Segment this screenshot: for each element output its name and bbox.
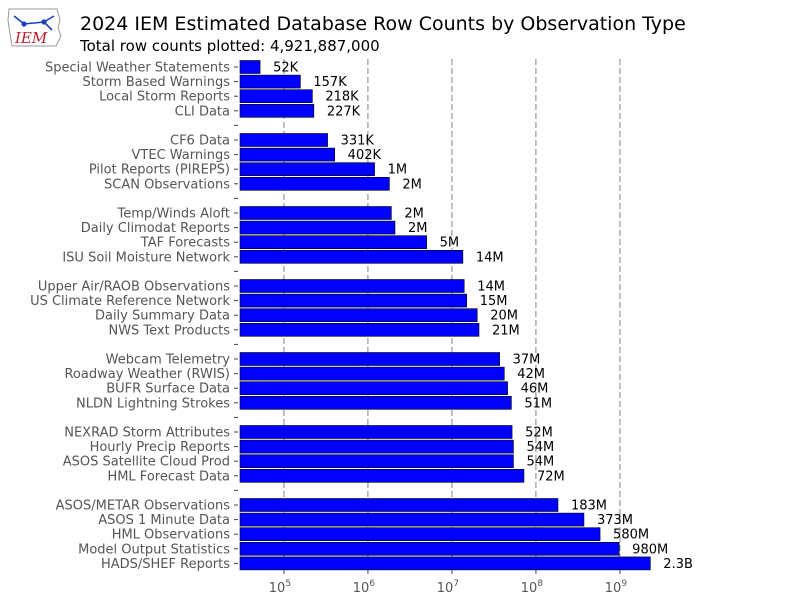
value-label: 157K (313, 75, 347, 90)
category-label: NLDN Lightning Strokes (76, 396, 230, 411)
logo-text: IEM (14, 29, 48, 47)
bar (239, 468, 525, 483)
category-label: Model Output Statistics (78, 542, 230, 557)
category-label: Pilot Reports (PIREPS) (89, 163, 230, 178)
category-label: CF6 Data (170, 134, 230, 149)
value-label: 373M (597, 513, 633, 528)
value-label: 2.3B (663, 557, 693, 572)
bar (239, 366, 505, 381)
bar (239, 162, 375, 176)
category-label: HADS/SHEF Reports (101, 557, 230, 572)
category-label: CLI Data (175, 104, 230, 119)
category-label: HML Observations (112, 528, 231, 543)
category-label: BUFR Surface Data (106, 382, 230, 397)
category-label: ASOS Satellite Cloud Prod (63, 455, 230, 470)
value-label: 5M (440, 236, 460, 251)
value-label: 2M (402, 177, 422, 192)
bar (239, 527, 601, 542)
value-label: 54M (526, 440, 554, 455)
bar (239, 454, 514, 469)
value-label: 54M (526, 455, 554, 470)
bar (239, 104, 315, 118)
iem-logo: IEM (6, 6, 64, 50)
category-label: ASOS 1 Minute Data (98, 513, 230, 528)
network-node-icon (21, 21, 27, 27)
bar (239, 293, 468, 308)
bar (239, 381, 508, 396)
value-label: 1M (388, 163, 408, 178)
bar (239, 352, 500, 366)
value-label: 580M (613, 528, 649, 543)
category-label: NWS Text Products (108, 323, 230, 338)
iowa-state-logo-icon: IEM (7, 8, 62, 47)
category-label: NEXRAD Storm Attributes (64, 426, 230, 441)
category-label: Daily Summary Data (95, 309, 230, 324)
bar (239, 498, 559, 512)
category-label: ISU Soil Moisture Network (62, 250, 230, 265)
bar (239, 439, 514, 454)
category-label: Daily Climodat Reports (81, 221, 230, 236)
value-label: 331K (341, 134, 375, 149)
value-label: 2M (408, 221, 428, 236)
value-label: 402K (348, 148, 382, 163)
value-label: 980M (632, 542, 668, 557)
value-label: 218K (325, 90, 359, 105)
category-label: SCAN Observations (104, 177, 230, 192)
bar (239, 89, 313, 103)
bar (239, 322, 480, 337)
value-label: 14M (476, 250, 504, 265)
category-label: Special Weather Statements (45, 61, 230, 76)
bar (239, 541, 620, 556)
bar (239, 177, 390, 191)
bar (239, 133, 328, 147)
category-label: ASOS/METAR Observations (56, 499, 231, 514)
category-label: HML Forecast Data (107, 469, 230, 484)
value-label: 21M (492, 323, 520, 338)
value-label: 46M (521, 382, 549, 397)
value-label: 14M (477, 280, 505, 295)
bar (239, 60, 261, 74)
category-label: Webcam Telemetry (106, 353, 231, 368)
x-tick-label: 109 (605, 579, 628, 596)
value-label: 227K (327, 104, 361, 119)
value-label: 37M (513, 353, 541, 368)
value-label: 72M (537, 469, 565, 484)
x-tick-label: 106 (353, 579, 376, 596)
category-label: US Climate Reference Network (30, 294, 230, 309)
value-label: 42M (517, 367, 545, 382)
bar (239, 206, 392, 220)
value-label: 52K (273, 61, 299, 76)
category-label: Roadway Weather (RWIS) (64, 367, 230, 382)
value-label: 20M (490, 309, 518, 324)
bar (239, 512, 585, 527)
bar (239, 556, 651, 571)
bar (239, 395, 512, 410)
x-tick-label: 107 (437, 579, 459, 596)
bar (239, 279, 465, 293)
x-tick-label: 105 (269, 579, 291, 596)
bar (239, 235, 427, 249)
category-label: TAF Forecasts (140, 236, 230, 251)
bar (239, 250, 464, 264)
chart-title: 2024 IEM Estimated Database Row Counts b… (80, 13, 686, 35)
value-label: 51M (524, 396, 552, 411)
category-label: Upper Air/RAOB Observations (38, 280, 230, 295)
bar (239, 74, 301, 89)
value-label: 52M (525, 426, 553, 441)
category-label: Storm Based Warnings (83, 75, 231, 90)
category-label: VTEC Warnings (132, 148, 231, 163)
category-label: Local Storm Reports (99, 90, 230, 105)
bar (239, 308, 478, 323)
x-tick-label: 108 (521, 579, 544, 596)
value-label: 2M (404, 207, 424, 222)
bar (239, 425, 513, 439)
bar (239, 147, 335, 162)
category-label: Temp/Winds Aloft (116, 207, 230, 222)
bar (239, 220, 396, 235)
value-label: 183M (571, 499, 607, 514)
value-label: 15M (480, 294, 508, 309)
category-label: Hourly Precip Reports (90, 440, 231, 455)
chart-subtitle: Total row counts plotted: 4,921,887,000 (80, 37, 380, 55)
